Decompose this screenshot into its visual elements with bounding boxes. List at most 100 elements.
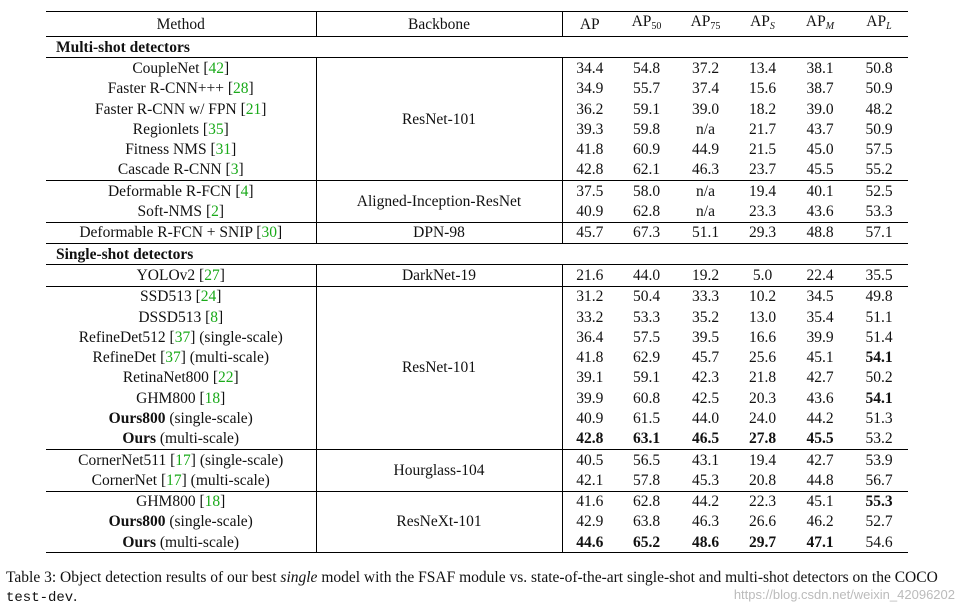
method-name: Fitness NMS xyxy=(125,141,207,159)
value-cell: 16.6 xyxy=(748,328,777,346)
value-cell: 25.6 xyxy=(748,349,777,367)
value-cell: 19.4 xyxy=(735,448,790,471)
method-suffix: (single-scale) xyxy=(195,328,283,346)
method-name: CornerNet511 xyxy=(78,451,167,469)
value-cell: 43.7 xyxy=(806,120,834,138)
citation-link[interactable]: 17 xyxy=(175,451,191,469)
value-cell: 42.3 xyxy=(691,369,720,387)
method-name: RetinaNet800 xyxy=(122,369,209,387)
value-cell: 24.0 xyxy=(748,409,777,427)
value-cell: n/a xyxy=(676,180,735,202)
header-method: Method xyxy=(46,11,316,37)
method-cell: YOLOv2 [27] xyxy=(46,264,316,287)
value-cell: 57.1 xyxy=(850,221,908,244)
value-cell: 50.9 xyxy=(865,80,893,98)
citation-link[interactable]: 17 xyxy=(166,471,182,489)
citation-link[interactable]: 27 xyxy=(204,266,220,284)
value-cell: n/a xyxy=(696,203,715,221)
method-name: Cascade R-CNN xyxy=(117,161,222,179)
header-ap50: AP50 xyxy=(617,11,676,37)
citation-link[interactable]: 21 xyxy=(245,100,262,118)
citation-link[interactable]: 18 xyxy=(204,389,221,407)
watermark: https://blog.csdn.net/weixin_42096202 xyxy=(733,587,955,602)
value-cell: 44.8 xyxy=(806,471,834,489)
value-cell: 59.1 xyxy=(632,100,661,118)
value-cell: 46.3 xyxy=(691,161,720,179)
value-cell: 42.9 xyxy=(561,511,617,533)
backbone-cell: DPN-98 xyxy=(315,221,563,244)
header-apl: APL xyxy=(850,11,908,37)
citation-link[interactable]: 35 xyxy=(208,120,224,138)
value-cell: 37.2 xyxy=(676,57,735,79)
citation-link[interactable]: 4 xyxy=(240,182,249,200)
method-cell: Faster R-CNN+++ [28] xyxy=(107,80,254,98)
method-cell: RetinaNet800 [22] xyxy=(122,369,239,387)
header-row: Method Backbone AP AP50 AP75 APS APM APL xyxy=(46,11,908,37)
citation-link[interactable]: 31 xyxy=(215,141,232,159)
citation-link[interactable]: 37 xyxy=(165,349,181,367)
value-cell: 15.6 xyxy=(748,80,777,98)
citation-link[interactable]: 24 xyxy=(200,288,217,306)
method-name: SSD513 xyxy=(140,288,192,306)
value-cell: 5.0 xyxy=(735,264,790,287)
value-cell: 44.0 xyxy=(617,264,676,287)
method-cell: Regionlets [35] xyxy=(132,120,229,138)
citation-link[interactable]: 28 xyxy=(233,80,249,98)
value-cell: 39.0 xyxy=(691,100,720,118)
method-name: Ours xyxy=(122,430,156,448)
method-suffix: (single-scale) xyxy=(165,513,253,531)
table-row: GHM800 [18] ResNeXt-101 41.6 62.8 44.2 22.3 45… xyxy=(46,490,908,554)
citation-link[interactable]: 2 xyxy=(211,203,219,221)
method-name: Faster R-CNN+++ xyxy=(107,80,224,98)
method-name: Soft-NMS xyxy=(137,203,203,221)
citation-link[interactable]: 8 xyxy=(210,308,218,326)
value-cell: 48.6 xyxy=(676,532,735,554)
method-cell: Ours800 (single-scale) xyxy=(46,408,316,428)
value-cell: 62.8 xyxy=(617,490,676,512)
table-row: GHM800 [18] 39.9 60.8 42.5 20.3 43.6 54.1 xyxy=(46,388,908,409)
value-cell: 20.8 xyxy=(748,471,777,489)
value-cell: 39.9 xyxy=(561,388,617,409)
method-name: YOLOv2 xyxy=(136,266,196,284)
table-row: Deformable R-FCN + SNIP [30] DPN-98 45.7 67… xyxy=(46,221,908,244)
backbone-cell: ResNet-101 xyxy=(315,285,563,450)
citation-link[interactable]: 30 xyxy=(261,224,277,242)
value-cell: 34.9 xyxy=(561,78,617,99)
value-cell: 42.7 xyxy=(790,448,850,471)
value-cell: 55.3 xyxy=(850,490,908,512)
value-cell: 46.2 xyxy=(806,513,834,531)
method-cell: Fitness NMS [31] xyxy=(125,141,237,159)
citation-link[interactable]: 3 xyxy=(230,161,239,179)
value-cell: 37.4 xyxy=(691,80,720,98)
value-cell: 39.5 xyxy=(691,328,720,346)
method-suffix: (multi-scale) xyxy=(186,471,270,489)
value-cell: 22.4 xyxy=(790,264,850,287)
section-single-shot: Single-shot detectors xyxy=(46,242,908,266)
value-cell: 23.3 xyxy=(748,203,777,221)
value-cell: 45.5 xyxy=(806,430,834,448)
value-cell: 55.2 xyxy=(865,161,893,179)
citation-link[interactable]: 37 xyxy=(174,328,191,346)
method-suffix: (multi-scale) xyxy=(185,349,269,367)
value-cell: 39.0 xyxy=(806,100,834,118)
value-cell: 36.4 xyxy=(561,327,617,348)
value-cell: 52.5 xyxy=(850,180,908,202)
value-cell: 33.3 xyxy=(676,285,735,307)
header-ap: AP xyxy=(562,11,617,37)
value-cell: 40.1 xyxy=(790,180,850,202)
citation-link[interactable]: 22 xyxy=(217,369,234,387)
value-cell: 27.8 xyxy=(748,430,777,448)
value-cell: 59.1 xyxy=(632,369,661,387)
table-row: Faster R-CNN+++ [28] 34.9 55.7 37.4 15.6 38.7… xyxy=(46,78,908,99)
method-name: GHM800 xyxy=(136,493,196,511)
value-cell: 56.5 xyxy=(617,448,676,471)
value-cell: 34.5 xyxy=(790,285,850,307)
value-cell: 42.7 xyxy=(806,369,834,387)
value-cell: 51.3 xyxy=(865,409,893,427)
value-cell: 45.3 xyxy=(691,471,720,489)
value-cell: 47.1 xyxy=(790,532,850,554)
table-row: RefineDet512 [37] (single-scale) 36.4 57.5… xyxy=(46,327,908,348)
citation-link[interactable]: 42 xyxy=(208,59,225,77)
citation-link[interactable]: 18 xyxy=(204,493,221,511)
value-cell: 55.7 xyxy=(632,80,661,98)
